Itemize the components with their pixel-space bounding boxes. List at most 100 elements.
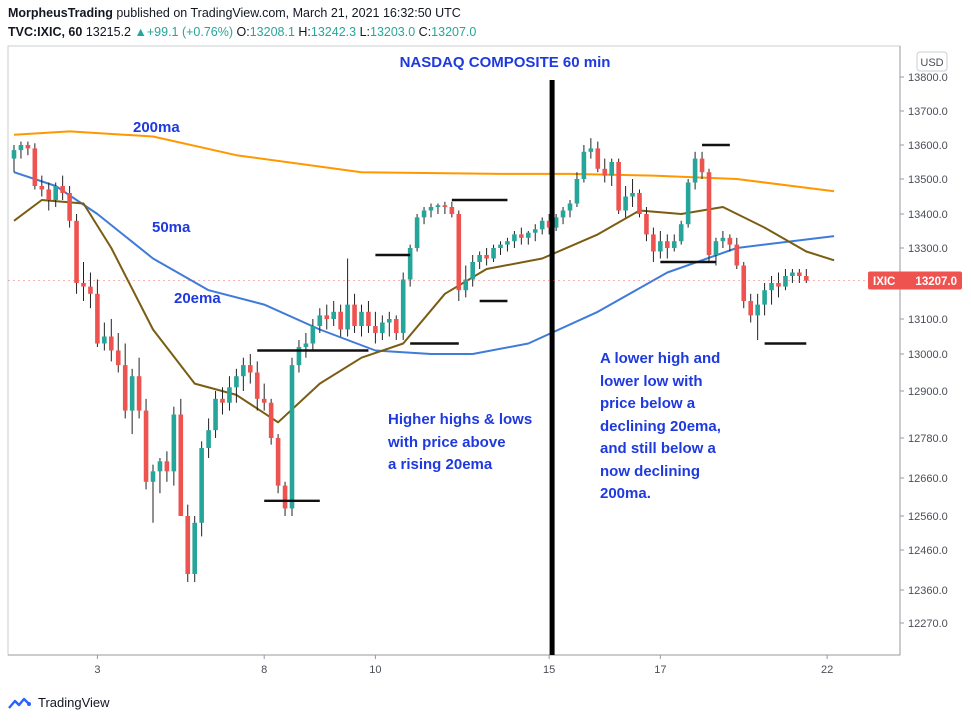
candle-body — [741, 265, 747, 301]
candle-body — [574, 179, 580, 204]
candle-body — [213, 398, 218, 431]
candle-body — [164, 461, 170, 472]
x-tick-label: 22 — [821, 664, 833, 676]
candle-body — [790, 272, 795, 276]
candle-body — [206, 430, 211, 448]
close-label: C: — [418, 25, 432, 39]
candle-body — [658, 241, 663, 252]
candle-body — [46, 189, 52, 200]
candle-body — [512, 234, 517, 242]
candle-body — [505, 241, 510, 245]
y-tick-label: 12900.0 — [908, 386, 948, 398]
note-line: lower low with — [600, 372, 703, 390]
candle-body — [671, 241, 677, 248]
candle-body — [414, 217, 420, 248]
ma50-line — [13, 171, 835, 355]
open-label: O: — [236, 25, 250, 39]
y-tick-label: 12360.0 — [908, 585, 948, 597]
candle-body — [797, 272, 802, 276]
lower-high-note: A lower high and lower low with price be… — [600, 348, 721, 506]
candle-body — [595, 148, 601, 169]
note-line: a rising 20ema — [388, 456, 493, 473]
candle-body — [665, 241, 670, 248]
chart-publish-line: MorpheusTrading published on TradingView… — [8, 6, 461, 20]
symbol-quote-line: TVC:IXIC, 60 13215.2 ▲+99.1 (+0.76%) O:1… — [8, 25, 476, 39]
candle-body — [122, 365, 128, 411]
candle-body — [609, 162, 614, 176]
candle-body — [449, 207, 455, 214]
candle-body — [616, 162, 621, 211]
candle-body — [755, 304, 760, 316]
candle-body — [275, 438, 281, 486]
tradingview-brand: TradingView — [38, 695, 110, 710]
candle-body — [220, 398, 225, 403]
candle-body — [706, 172, 712, 255]
low-label: L: — [359, 25, 370, 39]
note-line: A lower high and — [600, 350, 721, 367]
symbol-label[interactable]: TVC:IXIC, 60 — [8, 25, 83, 39]
price-tag-value: 13207.0 — [915, 276, 957, 288]
candle-body — [254, 372, 260, 399]
candle-body — [331, 311, 336, 319]
candle-body — [338, 311, 343, 330]
candle-body — [435, 205, 441, 207]
candle-body — [393, 319, 399, 333]
candle-body — [345, 304, 350, 330]
candle-body — [477, 255, 482, 262]
candle-body — [498, 244, 503, 248]
candle-body — [192, 522, 197, 574]
candle-body — [227, 387, 232, 403]
candle-body — [588, 148, 594, 152]
candle-body — [678, 224, 684, 242]
candle-body — [11, 150, 17, 159]
ma50-label: 50ma — [152, 219, 191, 236]
candle-body — [261, 398, 267, 403]
candle-body — [581, 151, 587, 179]
y-tick-label: 12460.0 — [908, 545, 948, 557]
candle-body — [720, 237, 726, 242]
author-name[interactable]: MorpheusTrading — [8, 6, 113, 20]
candle-body — [713, 241, 719, 255]
price-tag-symbol: IXIC — [873, 276, 895, 288]
note-line: now declining — [600, 462, 700, 480]
candle-body — [234, 376, 239, 388]
tradingview-footer[interactable]: TradingView — [8, 695, 110, 710]
price-change: +99.1 (+0.76%) — [146, 25, 234, 39]
candle-body — [734, 244, 740, 266]
up-arrow-icon: ▲ — [134, 25, 147, 39]
note-line: Higher highs & lows — [388, 411, 533, 428]
chart-title: NASDAQ COMPOSITE 60 min — [400, 54, 611, 71]
candle-body — [115, 350, 121, 366]
candle-body — [526, 232, 531, 238]
candle-body — [60, 186, 65, 193]
candle-body — [289, 365, 295, 509]
candle-body — [699, 158, 705, 173]
candle-body — [776, 283, 781, 287]
tradingview-logo-icon — [8, 697, 31, 709]
candle-body — [637, 193, 642, 214]
candle-body — [491, 248, 496, 259]
candle-body — [519, 234, 524, 238]
candle-body — [39, 186, 45, 190]
candle-body — [484, 255, 489, 259]
candle-body — [359, 311, 364, 326]
y-tick-label: 12660.0 — [908, 473, 948, 485]
note-line: with price above — [388, 433, 506, 451]
candle-body — [143, 410, 149, 482]
note-line: declining 20ema, — [600, 417, 721, 435]
currency-label: USD — [920, 57, 943, 69]
x-tick-label: 3 — [94, 664, 100, 676]
low-value: 13203.0 — [370, 25, 416, 39]
candle-body — [324, 315, 330, 319]
close-value: 13207.0 — [431, 25, 477, 39]
ema20-label: 20ema — [174, 290, 221, 307]
candle-body — [651, 234, 656, 252]
high-label: H: — [298, 25, 311, 39]
y-tick-label: 13500.0 — [908, 174, 948, 186]
candle-body — [282, 485, 288, 509]
x-tick-label: 10 — [369, 664, 381, 676]
candle-body — [470, 262, 475, 280]
candle-body — [539, 220, 545, 230]
y-tick-label: 13400.0 — [908, 209, 948, 221]
